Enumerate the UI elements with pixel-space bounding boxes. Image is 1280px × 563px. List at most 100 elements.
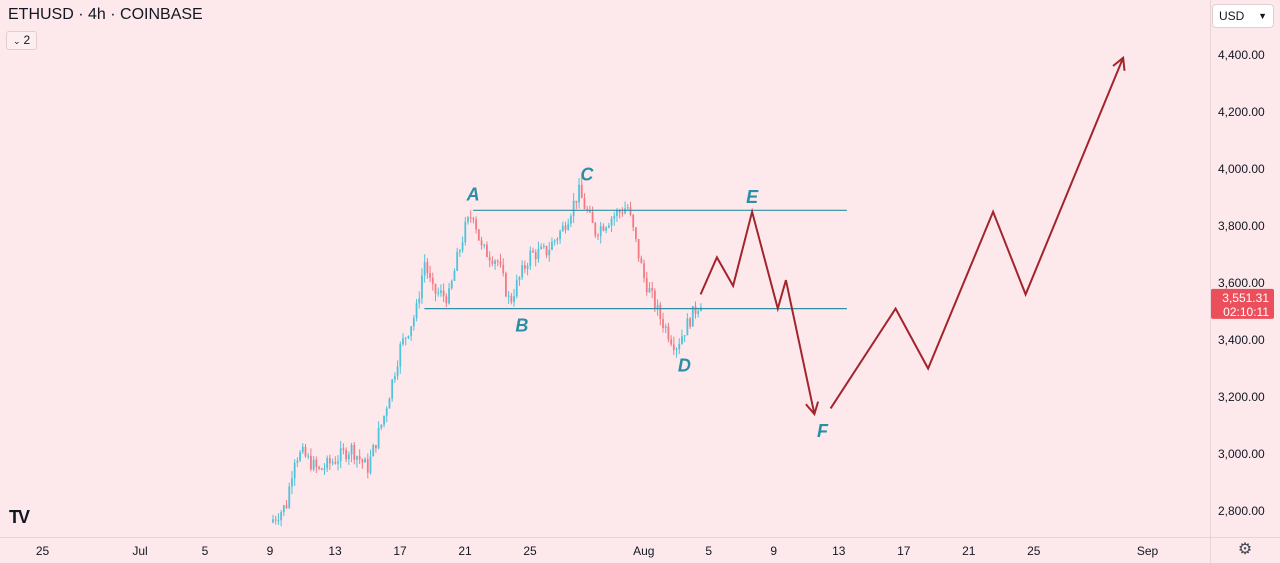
candle-body bbox=[440, 290, 442, 293]
candle-body bbox=[594, 222, 597, 236]
candle bbox=[496, 259, 499, 267]
candle-body bbox=[505, 273, 507, 297]
bar-countdown: 02:10:11 bbox=[1223, 305, 1269, 319]
candle bbox=[453, 268, 456, 281]
candle bbox=[469, 210, 472, 223]
candle bbox=[678, 338, 681, 355]
candle-body bbox=[683, 335, 686, 337]
candle-body bbox=[385, 408, 388, 416]
y-tick-label: 4,200.00 bbox=[1218, 105, 1265, 119]
chevron-down-icon: ⌄ bbox=[13, 36, 21, 46]
candle bbox=[467, 215, 469, 225]
candle-body bbox=[580, 184, 583, 199]
candle-body bbox=[526, 265, 529, 269]
candle-body bbox=[423, 261, 426, 276]
last-price-value: 3,551.31 bbox=[1222, 291, 1269, 305]
candle-body bbox=[280, 512, 283, 521]
candle-body bbox=[410, 326, 413, 336]
candle bbox=[570, 213, 572, 228]
candle bbox=[288, 482, 291, 510]
candle-body bbox=[364, 459, 366, 463]
candle-body bbox=[670, 339, 673, 345]
candle bbox=[296, 457, 299, 468]
candle-body bbox=[377, 427, 380, 449]
y-tick-label: 3,200.00 bbox=[1218, 390, 1265, 404]
candle-body bbox=[499, 261, 502, 265]
candle bbox=[285, 500, 288, 509]
arrowhead-up-icon bbox=[1112, 55, 1126, 71]
gear-icon[interactable]: ⚙ bbox=[1237, 541, 1253, 558]
symbol-title[interactable]: ETHUSD · 4h · COINBASE bbox=[8, 6, 203, 23]
candle-body bbox=[356, 456, 358, 460]
candle bbox=[502, 258, 505, 277]
candle bbox=[415, 299, 418, 322]
candle bbox=[369, 449, 372, 475]
candle-body bbox=[445, 296, 448, 304]
candle-body bbox=[599, 226, 602, 237]
candle-body bbox=[310, 455, 312, 470]
projection-path-down bbox=[699, 207, 816, 415]
candle bbox=[458, 248, 461, 258]
candle-body bbox=[637, 238, 640, 259]
candle-body bbox=[672, 344, 675, 351]
candle-body bbox=[507, 295, 510, 297]
candle-body bbox=[326, 458, 329, 469]
candle bbox=[551, 237, 553, 251]
candle-body bbox=[605, 227, 608, 231]
candle bbox=[637, 238, 640, 262]
candle-body bbox=[372, 445, 375, 457]
candle-body bbox=[464, 221, 467, 243]
candle-body bbox=[610, 218, 613, 226]
candle-body bbox=[407, 335, 410, 338]
candle-body bbox=[380, 424, 383, 428]
candle bbox=[588, 205, 591, 214]
candle-body bbox=[296, 460, 299, 463]
candle-body bbox=[567, 223, 570, 230]
x-tick-label: 13 bbox=[832, 544, 846, 558]
currency-selector[interactable]: USD ▼ bbox=[1212, 4, 1274, 28]
candle-body bbox=[529, 250, 532, 266]
x-tick-label: Jul bbox=[132, 544, 147, 558]
candle bbox=[304, 444, 307, 458]
candle bbox=[301, 443, 304, 455]
candle-body bbox=[467, 217, 469, 222]
candle-body bbox=[694, 306, 697, 314]
candle-body bbox=[561, 225, 564, 232]
candle bbox=[580, 177, 583, 199]
candle bbox=[442, 283, 445, 303]
candle-body bbox=[648, 288, 651, 293]
candle-body bbox=[391, 379, 394, 399]
candle bbox=[356, 455, 358, 468]
candle-body bbox=[458, 250, 461, 252]
candle-body bbox=[678, 343, 681, 350]
x-tick-label: 13 bbox=[328, 544, 342, 558]
candle bbox=[567, 218, 570, 231]
candle-body bbox=[272, 519, 274, 523]
candle bbox=[429, 265, 431, 283]
candle bbox=[491, 256, 494, 267]
candle bbox=[515, 274, 518, 299]
candle-body bbox=[399, 344, 402, 367]
candle bbox=[610, 216, 613, 233]
candle-body bbox=[453, 270, 456, 281]
candle-body bbox=[548, 249, 551, 256]
candle-body bbox=[393, 376, 396, 380]
candle bbox=[607, 223, 610, 229]
candle bbox=[521, 260, 524, 280]
candle-body bbox=[540, 246, 543, 250]
candle bbox=[691, 305, 694, 327]
candle-body bbox=[616, 210, 618, 216]
candle bbox=[421, 268, 423, 304]
candle-body bbox=[491, 260, 494, 264]
candle-body bbox=[651, 288, 654, 291]
indicators-toggle[interactable]: ⌄ 2 bbox=[6, 31, 38, 50]
candle bbox=[686, 313, 689, 336]
candle bbox=[545, 245, 548, 259]
candle-body bbox=[486, 244, 488, 258]
candle bbox=[418, 291, 421, 309]
candle bbox=[626, 204, 629, 211]
candle bbox=[440, 284, 442, 297]
candle bbox=[583, 193, 586, 210]
